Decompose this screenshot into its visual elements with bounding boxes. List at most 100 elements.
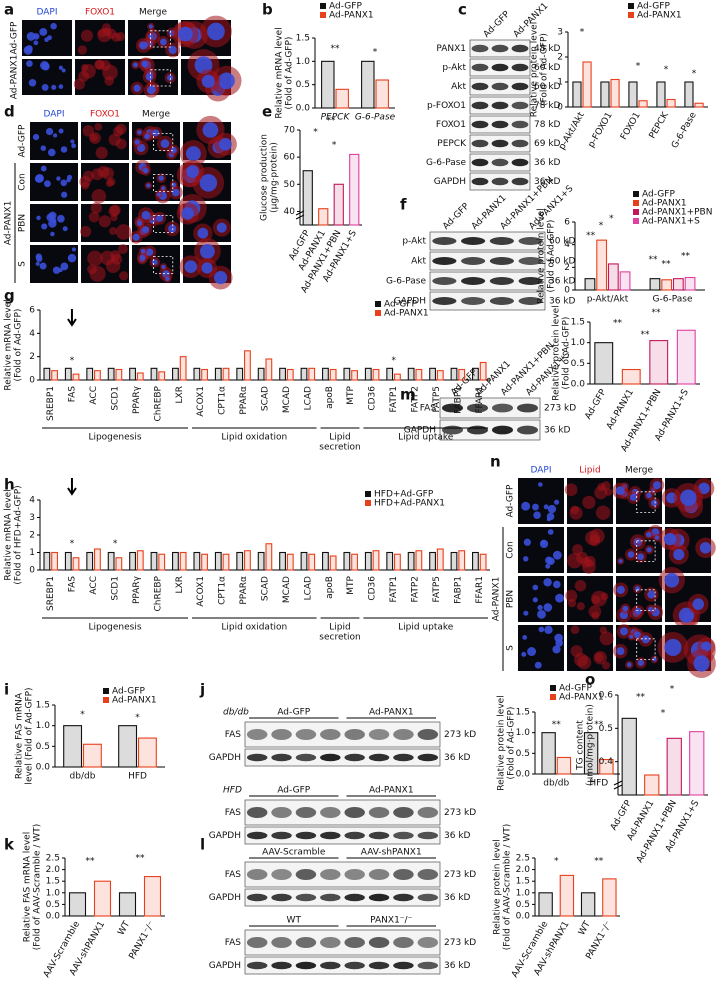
significance: * <box>70 539 75 549</box>
blot-band <box>295 753 317 762</box>
nucleus <box>41 223 48 230</box>
y-tick-label: 1.0 <box>46 888 61 898</box>
size-label: 78 kD <box>534 120 561 130</box>
significance: * <box>692 69 697 79</box>
bar <box>407 551 415 571</box>
bar <box>666 98 676 108</box>
blot-band <box>461 237 486 245</box>
legend-label: Ad-PANX1+PBN <box>642 208 712 218</box>
column-label: DAPI <box>36 8 57 18</box>
row-label: S <box>18 261 28 267</box>
nucleus <box>151 259 158 266</box>
signal <box>599 631 614 646</box>
nucleus <box>35 255 43 263</box>
nucleus <box>527 647 537 657</box>
significance: * <box>599 221 604 231</box>
signal <box>594 652 604 662</box>
protein-label: Akt <box>411 257 426 267</box>
blot-band <box>295 831 317 840</box>
nucleus <box>629 493 638 501</box>
bar <box>172 551 179 571</box>
signal <box>588 605 602 618</box>
nucleus <box>26 32 36 41</box>
bar <box>286 368 294 381</box>
blot-band <box>246 729 268 740</box>
y-tick-label: 6 <box>29 306 35 316</box>
bar <box>279 551 286 571</box>
row-label: PBN <box>18 214 28 232</box>
signal <box>109 226 118 235</box>
block-title: db/db <box>223 708 249 718</box>
y-tick-label: 1.5 <box>516 877 530 887</box>
blot-band <box>461 297 486 305</box>
significance: ** <box>613 319 623 329</box>
signal <box>589 535 601 547</box>
nucleus <box>186 165 200 178</box>
bar <box>302 170 313 226</box>
nucleus <box>523 538 531 546</box>
nucleus <box>202 122 219 138</box>
blot-band <box>491 101 509 110</box>
blot-band <box>320 831 341 840</box>
nucleus <box>181 207 194 220</box>
size-label: 273 kD <box>544 404 576 414</box>
signal <box>119 271 129 281</box>
blot-band <box>491 120 509 129</box>
nucleus <box>147 85 156 95</box>
x-tick-label: G-6-Pase <box>653 295 693 305</box>
significance: ** <box>641 330 651 340</box>
y-tick-label: 0.5 <box>599 724 613 734</box>
size-label: 36 kD <box>549 277 576 287</box>
blot-band <box>511 139 529 148</box>
nucleus <box>201 262 213 274</box>
blot-band <box>368 961 390 970</box>
nucleus <box>165 276 170 282</box>
blot-band <box>246 961 268 970</box>
bar <box>279 367 286 381</box>
group-label: PANX1⁻/⁻ <box>370 916 412 926</box>
y-tick-label: 2.0 <box>516 865 531 875</box>
signal <box>94 122 103 131</box>
bar <box>602 878 617 917</box>
blot-band <box>393 869 414 880</box>
bar <box>666 737 682 796</box>
x-tick-label: LXR <box>175 386 185 403</box>
y-tick-label: 50 <box>284 180 296 190</box>
bar <box>329 555 337 571</box>
panel-letter: i <box>4 681 9 699</box>
bar <box>361 60 375 109</box>
nucleus <box>145 73 154 81</box>
nucleus <box>545 556 553 565</box>
bar <box>265 358 273 381</box>
blot-band <box>518 237 543 245</box>
y-axis-label: (Fold of Ad-GFP) <box>547 220 557 293</box>
significance: * <box>554 856 559 866</box>
blot-band <box>417 869 439 880</box>
bar <box>329 368 337 381</box>
bar <box>94 548 101 571</box>
protein-label: PEPCK <box>437 139 467 149</box>
column-label: Lipid <box>579 466 600 476</box>
signal <box>115 224 132 240</box>
size-label: 36 kD <box>444 831 471 841</box>
nucleus <box>40 145 47 151</box>
group-label: Lipid uptake <box>398 623 454 633</box>
nucleus <box>218 72 235 90</box>
block-title: HFD <box>223 786 242 796</box>
bar <box>244 550 251 571</box>
significance: ** <box>594 856 604 866</box>
x-tick-label: FAS <box>68 386 78 403</box>
significance: ** <box>594 720 604 730</box>
blot-band <box>517 403 538 413</box>
bar <box>610 78 620 108</box>
signal <box>567 552 583 569</box>
significance: * <box>373 48 378 58</box>
blot-frame <box>429 251 546 271</box>
signal <box>107 177 116 186</box>
legend-label: Ad-GFP <box>637 2 670 12</box>
bar <box>596 239 608 291</box>
y-tick-label: 4 <box>564 240 570 250</box>
nucleus <box>141 210 151 220</box>
nucleus <box>148 24 154 29</box>
x-tick-label: FFAR1 <box>475 386 485 414</box>
